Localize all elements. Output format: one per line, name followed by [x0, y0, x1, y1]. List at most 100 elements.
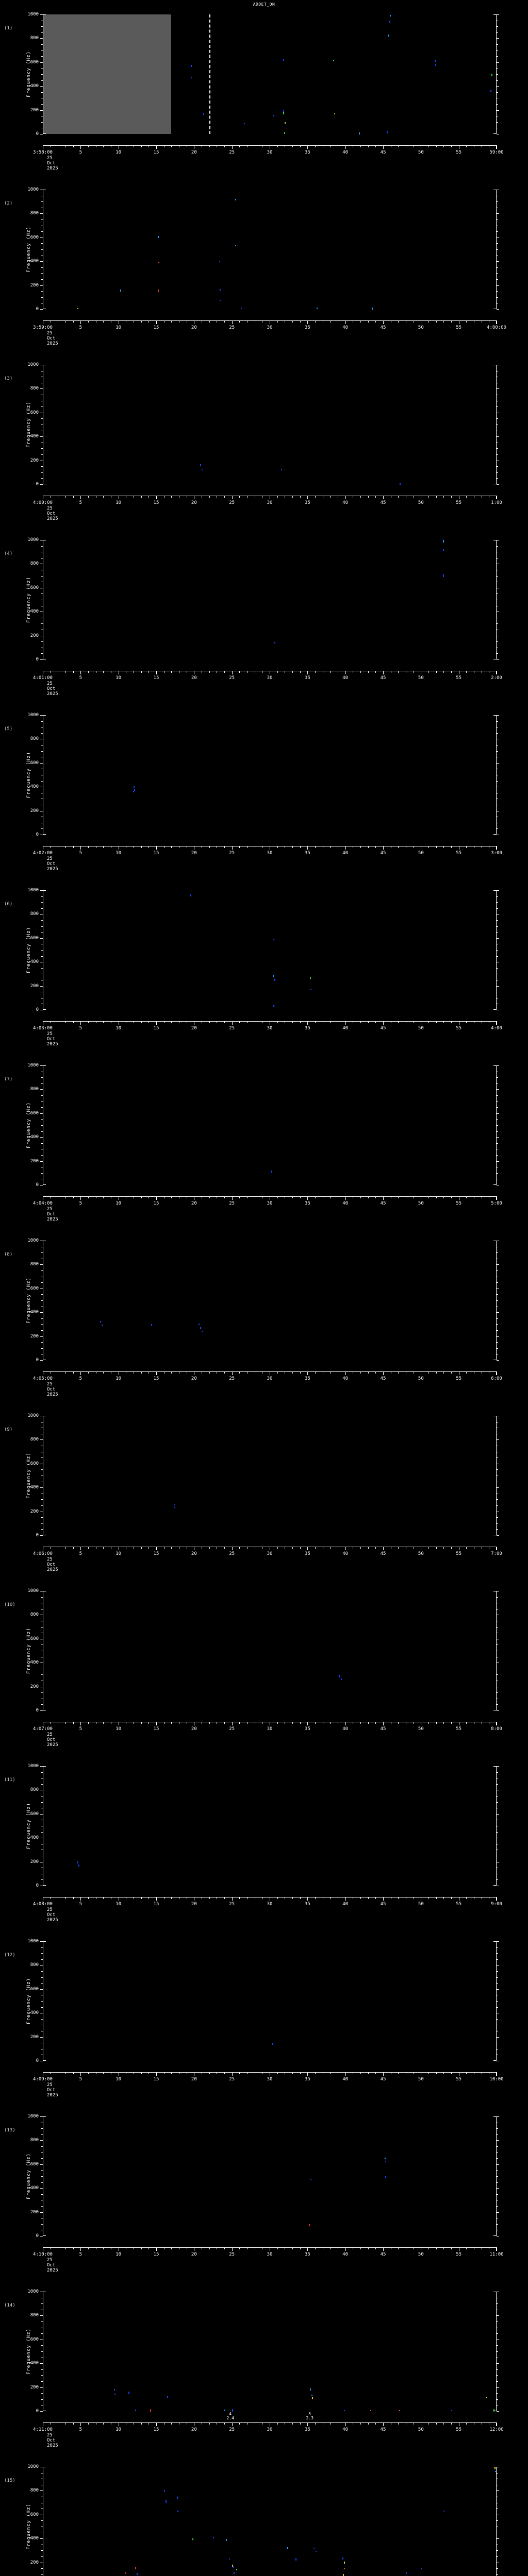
x-tick [443, 2422, 444, 2425]
x-tick [239, 1547, 240, 1549]
y-tick-right [497, 297, 498, 298]
y-axis-title: Frequency (Hz) [26, 51, 31, 97]
y-tick-right [497, 285, 499, 286]
plot-area-15[interactable]: 02004006008001000Frequency (Hz)41.3 [43, 2467, 497, 2576]
x-axis-date-label: 25 Oct 2025 [47, 1031, 58, 1047]
plot-area-5[interactable]: 0 200 400 600 800 1000 Frequency (Hz) [43, 715, 497, 835]
x-tick-label: 5 [79, 2427, 82, 2432]
x-tick [368, 846, 369, 848]
y-tick-right [497, 1083, 498, 1084]
y-tick-right [497, 1264, 499, 1265]
plot-area-13[interactable]: 0 200 400 600 800 1000 Frequency (Hz) [43, 2116, 497, 2236]
y-tick-right [497, 2568, 498, 2569]
x-tick [398, 145, 399, 147]
y-tick-right [497, 932, 498, 933]
plot-area-3[interactable]: 0 200 400 600 800 1000 Frequency (Hz) [43, 365, 497, 484]
y-tick [41, 1469, 43, 1470]
x-tick [360, 2072, 361, 2074]
x-tick [375, 1021, 376, 1023]
x-tick-label: 5 [79, 325, 82, 330]
y-tick [41, 1971, 43, 1972]
plot-area-6[interactable]: 0 200 400 600 800 1000 Frequency (Hz) [43, 890, 497, 1010]
x-tick [368, 1897, 369, 1899]
x-tick [330, 671, 331, 673]
detection-mark [399, 2410, 400, 2411]
plot-area-1[interactable]: 0 200 400 600 800 1000 Frequency (Hz) [43, 14, 497, 134]
x-tick [171, 496, 172, 498]
x-tick-label: 55 [456, 1201, 461, 1206]
x-tick [443, 1196, 444, 1198]
plot-area-10[interactable]: 0 200 400 600 800 1000 Frequency (Hz) [43, 1591, 497, 1710]
y-tick-label: 600 [30, 936, 39, 941]
y-tick-right [497, 1772, 498, 1773]
x-tick-label: 40 [342, 851, 348, 856]
x-tick [368, 496, 369, 498]
panel-index-label: (10) [4, 1602, 15, 1607]
y-tick-right [497, 2001, 498, 2002]
x-tick-label: 30 [267, 2252, 273, 2257]
y-tick-right [497, 1113, 499, 1114]
y-tick-right [497, 243, 498, 244]
plot-area-4[interactable]: 0 200 400 600 800 1000 Frequency (Hz) [43, 540, 497, 659]
y-tick [41, 1077, 43, 1078]
y-tick [41, 1772, 43, 1773]
x-tick [148, 145, 149, 147]
x-tick-label: 10 [116, 851, 121, 856]
x-tick [103, 320, 104, 323]
detection-mark [406, 2572, 407, 2574]
x-tick [141, 1722, 142, 1724]
y-tick [40, 763, 43, 764]
x-tick [156, 1897, 157, 1901]
x-tick-label: 50 [418, 1376, 424, 1381]
y-tick-right [497, 2128, 498, 2129]
y-tick [41, 828, 43, 829]
plot-area-7[interactable]: 0 200 400 600 800 1000 Frequency (Hz) [43, 1065, 497, 1185]
y-tick-label: 600 [30, 235, 39, 240]
x-tick [73, 2422, 74, 2425]
plot-area-12[interactable]: 0 200 400 600 800 1000 Frequency (Hz) [43, 1941, 497, 2061]
y-tick [41, 448, 43, 449]
x-tick [315, 1021, 316, 1023]
y-tick-right [497, 104, 498, 105]
plot-area-2[interactable]: 0 200 400 600 800 1000 Frequency (Hz) [43, 190, 497, 309]
x-tick [375, 320, 376, 323]
plot-area-8[interactable]: 0 200 400 600 800 1000 Frequency (Hz) [43, 1241, 497, 1360]
y-tick-right [497, 1336, 499, 1337]
y-tick-label: 0 [36, 2409, 39, 2414]
y-tick [40, 2140, 43, 2141]
plot-area-11[interactable]: 0 200 400 600 800 1000 Frequency (Hz) [43, 1766, 497, 1886]
x-tick [383, 1371, 384, 1375]
x-tick [224, 2072, 225, 2074]
x-tick [345, 496, 346, 499]
plot-area-9[interactable]: 0 200 400 600 800 1000 Frequency (Hz) [43, 1416, 497, 1535]
x-tick [330, 145, 331, 147]
y-tick [40, 86, 43, 87]
y-tick [40, 1360, 43, 1361]
x-tick [345, 2422, 346, 2426]
plot-area-14[interactable]: 0 200 400 600 800 1000 Frequency (Hz) 4 2.4 5 2.3 [43, 2292, 497, 2411]
y-tick-right [497, 733, 498, 734]
y-tick-right [497, 2158, 498, 2159]
y-tick-right [497, 201, 498, 202]
x-tick-label: 10 [116, 325, 121, 330]
x-tick [428, 496, 429, 498]
x-tick [148, 1371, 149, 1374]
detection-mark [310, 977, 311, 979]
x-tick [65, 1021, 66, 1023]
x-tick [73, 846, 74, 848]
x-axis-cap [496, 1196, 497, 1200]
y-tick-right [497, 62, 499, 63]
y-tick [41, 2574, 43, 2575]
y-tick-label: 800 [30, 1087, 39, 1092]
x-tick [73, 2072, 74, 2074]
y-tick-label: 600 [30, 760, 39, 766]
x-tick [232, 1021, 233, 1025]
x-tick [80, 2422, 81, 2426]
y-tick-label: 800 [30, 36, 39, 41]
x-tick [345, 320, 346, 324]
x-tick [171, 145, 172, 147]
detection-mark [78, 1865, 79, 1866]
x-tick [345, 1021, 346, 1025]
detection-mark [200, 1327, 201, 1329]
x-tick [307, 1196, 308, 1200]
